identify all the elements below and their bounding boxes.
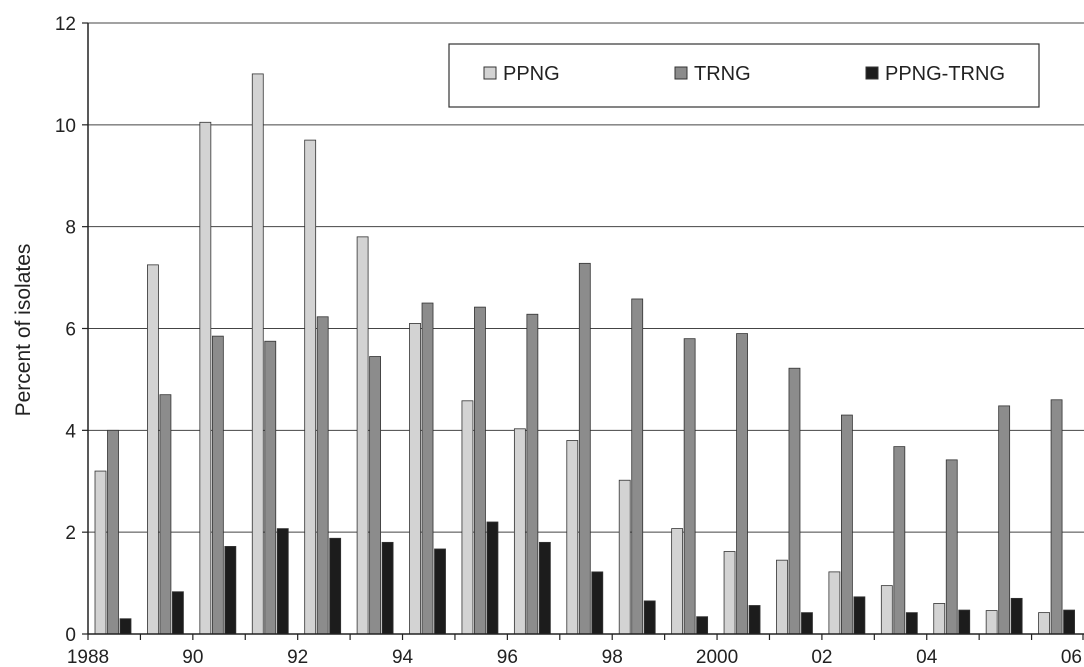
legend-label-trng: TRNG <box>694 63 751 85</box>
y-tick-label: 6 <box>65 320 76 341</box>
bar-ppng-trng-1992 <box>329 537 342 635</box>
bar-ppng-trng-1998 <box>643 600 656 635</box>
bar-ppng-1991 <box>251 73 264 635</box>
bar-ppng-2001 <box>776 559 788 635</box>
bar-trng-2006 <box>1050 399 1063 635</box>
bar-trng-1994 <box>421 302 434 635</box>
legend-swatch-ppng <box>483 66 497 80</box>
bar-ppng-1999 <box>671 528 684 635</box>
x-tick-label: 04 <box>916 647 938 667</box>
axes <box>82 22 1084 640</box>
bar-trng-1989 <box>159 394 172 635</box>
legend-label-ppng-trng: PPNG-TRNG <box>885 63 1005 85</box>
bar-ppng-trng-1994 <box>434 548 446 635</box>
bars <box>94 73 1075 635</box>
bar-ppng-trng-2004 <box>958 609 971 635</box>
bar-trng-1988 <box>107 429 119 635</box>
bar-ppng-2004 <box>933 603 946 635</box>
y-tick-label: 8 <box>65 218 76 239</box>
y-axis-title: Percent of isolates <box>12 244 35 417</box>
bar-ppng-2005 <box>985 610 998 635</box>
x-tick-label: 92 <box>287 647 308 667</box>
legend-swatch-trng <box>674 66 688 80</box>
bar-trng-1996 <box>526 313 539 635</box>
bar-trng-2002 <box>840 414 853 635</box>
bar-trng-2003 <box>893 446 906 635</box>
bar-ppng-trng-2003 <box>905 612 918 635</box>
bar-ppng-trng-1997 <box>591 571 604 635</box>
bar-trng-2004 <box>945 459 958 635</box>
x-tick-label: 1988 <box>67 647 109 667</box>
bar-ppng-trng-2005 <box>1010 597 1023 635</box>
y-tick-label: 2 <box>65 523 76 544</box>
legend-box <box>448 43 1040 108</box>
y-tick-label: 12 <box>55 14 76 35</box>
bar-trng-1995 <box>474 306 486 635</box>
bar-ppng-trng-2000 <box>748 605 761 635</box>
bar-ppng-1998 <box>618 479 631 635</box>
x-tick-label: 2000 <box>696 647 738 667</box>
y-tick-label: 0 <box>65 625 76 646</box>
legend-swatch-ppng-trng <box>865 66 879 80</box>
bar-ppng-trng-1991 <box>276 528 289 635</box>
x-tick-label: 02 <box>811 647 832 667</box>
bar-ppng-trng-2001 <box>801 612 813 635</box>
bar-ppng-1990 <box>199 121 212 635</box>
bar-trng-1993 <box>369 356 382 635</box>
x-tick-label: 90 <box>182 647 203 667</box>
bar-ppng-trng-1999 <box>696 616 709 635</box>
bar-ppng-1994 <box>409 323 421 635</box>
bar-ppng-trng-1988 <box>119 618 132 635</box>
bar-ppng-trng-2006 <box>1063 609 1075 635</box>
bar-ppng-1996 <box>513 428 526 635</box>
bar-ppng-1997 <box>566 440 579 635</box>
x-tick-label: 06 <box>1061 647 1082 667</box>
bar-trng-2005 <box>998 405 1011 635</box>
x-tick-label: 96 <box>497 647 518 667</box>
bar-trng-1999 <box>683 338 696 635</box>
bar-trng-2000 <box>736 333 748 635</box>
bar-ppng-trng-1989 <box>172 591 184 635</box>
bar-ppng-1995 <box>461 400 474 635</box>
bar-ppng-1992 <box>304 139 317 635</box>
bar-ppng-trng-1990 <box>224 546 237 635</box>
bar-ppng-1993 <box>356 236 369 635</box>
bar-trng-1990 <box>211 335 224 635</box>
bar-ppng-trng-1993 <box>381 541 394 635</box>
bar-ppng-trng-2002 <box>853 596 866 635</box>
bar-trng-2001 <box>788 367 801 635</box>
legend-label-ppng: PPNG <box>503 63 560 85</box>
bar-trng-1991 <box>264 340 277 635</box>
bar-ppng-trng-1995 <box>486 521 499 635</box>
bar-ppng-trng-1996 <box>538 541 551 635</box>
x-tick-labels: 1988 90 92 94 96 98 2000 02 04 06 <box>67 647 1082 667</box>
y-tick-label: 10 <box>55 116 76 137</box>
bar-ppng-1989 <box>147 264 159 635</box>
bar-trng-1998 <box>631 298 644 635</box>
bar-ppng-2006 <box>1038 612 1050 635</box>
bar-ppng-1988 <box>94 470 107 635</box>
x-tick-label: 94 <box>392 647 414 667</box>
bar-ppng-2003 <box>880 585 893 635</box>
bar-trng-1992 <box>316 316 329 635</box>
legend: PPNG TRNG PPNG-TRNG <box>448 43 1040 108</box>
y-tick-label: 4 <box>65 421 76 442</box>
bar-trng-1997 <box>578 262 591 635</box>
bar-ppng-2002 <box>828 571 841 635</box>
bar-ppng-2000 <box>723 551 736 635</box>
y-tick-labels: 0 2 4 6 8 10 12 <box>55 14 77 646</box>
x-tick-label: 98 <box>602 647 623 667</box>
